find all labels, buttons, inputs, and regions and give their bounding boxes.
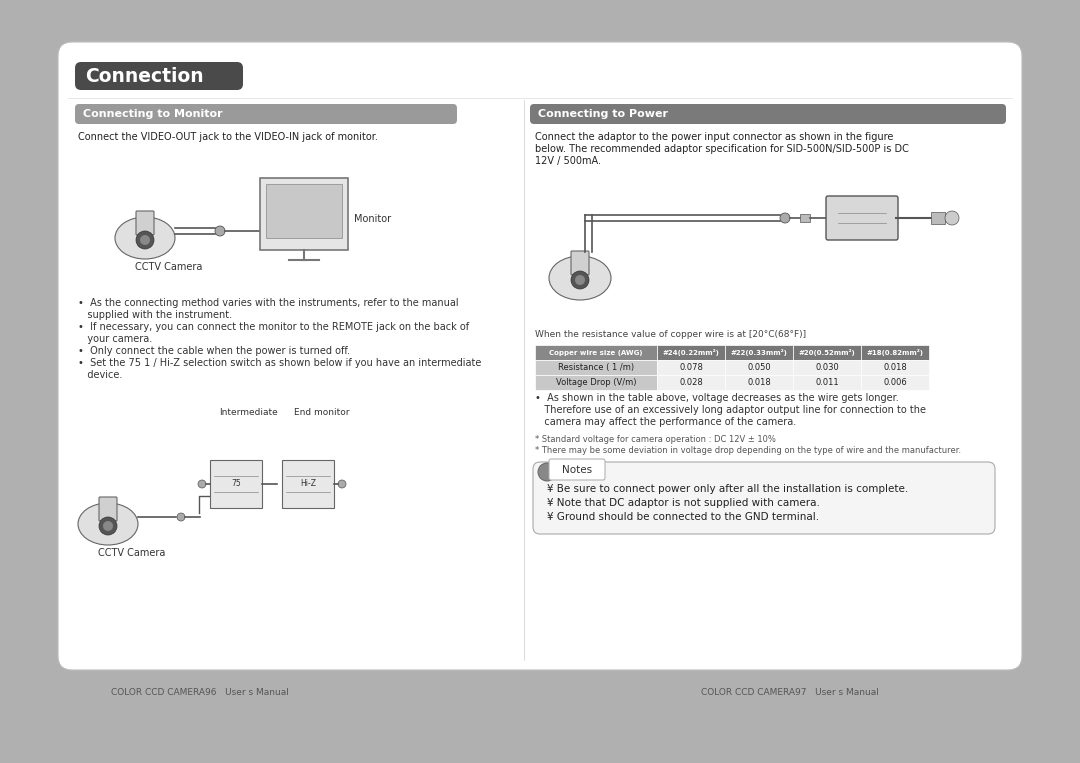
- Bar: [266, 184, 342, 238]
- FancyBboxPatch shape: [99, 497, 117, 521]
- Text: Hi-Z: Hi-Z: [300, 479, 316, 488]
- Text: 0.006: 0.006: [883, 378, 907, 387]
- Text: 75: 75: [231, 479, 241, 488]
- Text: ¥ Ground should be connected to the GND terminal.: ¥ Ground should be connected to the GND …: [546, 512, 819, 522]
- Text: below. The recommended adaptor specification for SID-500N/SID-500P is DC: below. The recommended adaptor specifica…: [535, 144, 909, 154]
- Text: When the resistance value of copper wire is at [20°C(68°F)]: When the resistance value of copper wire…: [535, 330, 806, 339]
- FancyBboxPatch shape: [75, 104, 457, 124]
- Text: CCTV Camera: CCTV Camera: [98, 548, 165, 558]
- Ellipse shape: [549, 256, 611, 300]
- Text: 0.018: 0.018: [883, 363, 907, 372]
- Bar: [657, 360, 725, 375]
- Text: •  Set the 75 1 / Hi-Z selection switch as shown below if you have an intermedia: • Set the 75 1 / Hi-Z selection switch a…: [78, 358, 482, 368]
- FancyBboxPatch shape: [534, 462, 995, 534]
- Bar: [793, 375, 861, 390]
- Text: Notes: Notes: [562, 465, 592, 475]
- Bar: [535, 345, 657, 360]
- Text: supplied with the instrument.: supplied with the instrument.: [78, 310, 232, 320]
- Text: Connect the adaptor to the power input connector as shown in the figure: Connect the adaptor to the power input c…: [535, 132, 893, 142]
- Circle shape: [945, 211, 959, 225]
- FancyBboxPatch shape: [136, 211, 154, 235]
- Bar: [725, 375, 793, 390]
- Text: #24(0.22mm²): #24(0.22mm²): [662, 349, 719, 356]
- Bar: [725, 360, 793, 375]
- Text: #20(0.52mm²): #20(0.52mm²): [798, 349, 855, 356]
- Text: CCTV Camera: CCTV Camera: [135, 262, 202, 272]
- Text: •  As the connecting method varies with the instruments, refer to the manual: • As the connecting method varies with t…: [78, 298, 459, 308]
- FancyBboxPatch shape: [58, 42, 1022, 670]
- Bar: [793, 345, 861, 360]
- Circle shape: [136, 231, 154, 249]
- Bar: [657, 345, 725, 360]
- Bar: [260, 178, 348, 250]
- Bar: [800, 214, 810, 222]
- Text: Copper wire size (AWG): Copper wire size (AWG): [550, 349, 643, 356]
- Circle shape: [103, 521, 113, 531]
- Text: ¥ Be sure to connect power only after all the installation is complete.: ¥ Be sure to connect power only after al…: [546, 484, 908, 494]
- Text: 0.050: 0.050: [747, 363, 771, 372]
- Circle shape: [99, 517, 117, 535]
- Text: Voltage Drop (V/m): Voltage Drop (V/m): [556, 378, 636, 387]
- Bar: [657, 375, 725, 390]
- Circle shape: [338, 480, 346, 488]
- Text: COLOR CCD CAMERA97   User s Manual: COLOR CCD CAMERA97 User s Manual: [701, 688, 879, 697]
- Text: •  If necessary, you can connect the monitor to the REMOTE jack on the back of: • If necessary, you can connect the moni…: [78, 322, 469, 332]
- Circle shape: [140, 235, 150, 245]
- Text: your camera.: your camera.: [78, 334, 152, 344]
- FancyBboxPatch shape: [571, 251, 589, 275]
- Circle shape: [571, 271, 589, 289]
- Text: Intermediate: Intermediate: [218, 408, 278, 417]
- Text: Connection: Connection: [85, 66, 204, 85]
- Text: 0.018: 0.018: [747, 378, 771, 387]
- Text: * There may be some deviation in voltage drop depending on the type of wire and : * There may be some deviation in voltage…: [535, 446, 961, 455]
- Bar: [931, 212, 945, 224]
- Circle shape: [198, 480, 206, 488]
- Text: #22(0.33mm²): #22(0.33mm²): [730, 349, 787, 356]
- Text: ¥ Note that DC adaptor is not supplied with camera.: ¥ Note that DC adaptor is not supplied w…: [546, 498, 820, 508]
- Text: 0.028: 0.028: [679, 378, 703, 387]
- FancyBboxPatch shape: [75, 62, 243, 90]
- Bar: [260, 227, 268, 235]
- Text: Therefore use of an excessively long adaptor output line for connection to the: Therefore use of an excessively long ada…: [535, 405, 926, 415]
- Text: •  As shown in the table above, voltage decreases as the wire gets longer.: • As shown in the table above, voltage d…: [535, 393, 899, 403]
- Text: camera may affect the performance of the camera.: camera may affect the performance of the…: [535, 417, 796, 427]
- Text: Connecting to Monitor: Connecting to Monitor: [83, 109, 222, 119]
- Text: •  Only connect the cable when the power is turned off.: • Only connect the cable when the power …: [78, 346, 350, 356]
- Text: End monitor: End monitor: [294, 408, 350, 417]
- Bar: [861, 360, 929, 375]
- Text: 12V / 500mA.: 12V / 500mA.: [535, 156, 600, 166]
- Ellipse shape: [114, 217, 175, 259]
- Circle shape: [538, 463, 556, 481]
- Text: Resistance ( 1 /m): Resistance ( 1 /m): [558, 363, 634, 372]
- Bar: [861, 345, 929, 360]
- Circle shape: [177, 513, 185, 521]
- Text: * Standard voltage for camera operation : DC 12V ± 10%: * Standard voltage for camera operation …: [535, 435, 775, 444]
- Bar: [725, 345, 793, 360]
- Text: 0.030: 0.030: [815, 363, 839, 372]
- Circle shape: [575, 275, 585, 285]
- FancyBboxPatch shape: [826, 196, 897, 240]
- Text: 0.078: 0.078: [679, 363, 703, 372]
- Text: #18(0.82mm²): #18(0.82mm²): [866, 349, 923, 356]
- Circle shape: [215, 226, 225, 236]
- Text: COLOR CCD CAMERA96   User s Manual: COLOR CCD CAMERA96 User s Manual: [111, 688, 289, 697]
- Bar: [535, 360, 657, 375]
- Text: device.: device.: [78, 370, 122, 380]
- Text: Monitor: Monitor: [354, 214, 391, 224]
- Bar: [282, 460, 334, 508]
- Ellipse shape: [78, 503, 138, 545]
- Text: 0.011: 0.011: [815, 378, 839, 387]
- FancyBboxPatch shape: [549, 459, 605, 480]
- Bar: [535, 375, 657, 390]
- Text: Connect the VIDEO-OUT jack to the VIDEO-IN jack of monitor.: Connect the VIDEO-OUT jack to the VIDEO-…: [78, 132, 378, 142]
- Circle shape: [780, 213, 789, 223]
- FancyBboxPatch shape: [530, 104, 1005, 124]
- Text: Connecting to Power: Connecting to Power: [538, 109, 669, 119]
- Bar: [793, 360, 861, 375]
- Bar: [861, 375, 929, 390]
- Bar: [210, 460, 262, 508]
